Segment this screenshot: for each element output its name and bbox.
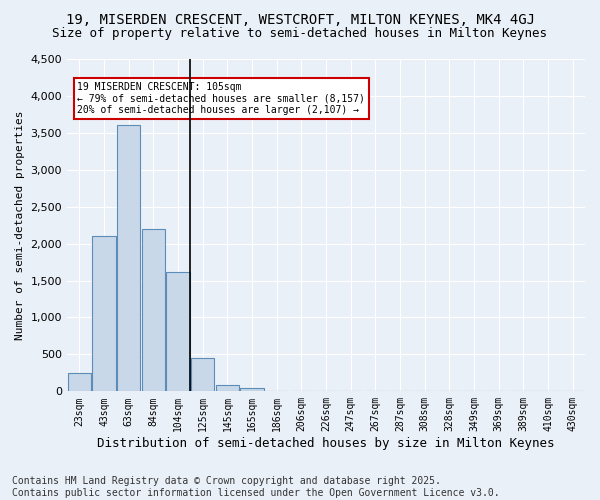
Bar [166, 272, 190, 392]
Bar [142, 229, 165, 392]
Bar [92, 236, 116, 392]
Text: Contains HM Land Registry data © Crown copyright and database right 2025.
Contai: Contains HM Land Registry data © Crown c… [12, 476, 500, 498]
Bar [68, 373, 91, 392]
Bar [241, 388, 264, 392]
Y-axis label: Number of semi-detached properties: Number of semi-detached properties [15, 110, 25, 340]
Text: Size of property relative to semi-detached houses in Milton Keynes: Size of property relative to semi-detach… [53, 28, 548, 40]
Text: 19, MISERDEN CRESCENT, WESTCROFT, MILTON KEYNES, MK4 4GJ: 19, MISERDEN CRESCENT, WESTCROFT, MILTON… [65, 12, 535, 26]
X-axis label: Distribution of semi-detached houses by size in Milton Keynes: Distribution of semi-detached houses by … [97, 437, 555, 450]
Bar [191, 358, 214, 392]
Bar [215, 386, 239, 392]
Text: 19 MISERDEN CRESCENT: 105sqm
← 79% of semi-detached houses are smaller (8,157)
2: 19 MISERDEN CRESCENT: 105sqm ← 79% of se… [77, 82, 365, 116]
Bar [117, 126, 140, 392]
